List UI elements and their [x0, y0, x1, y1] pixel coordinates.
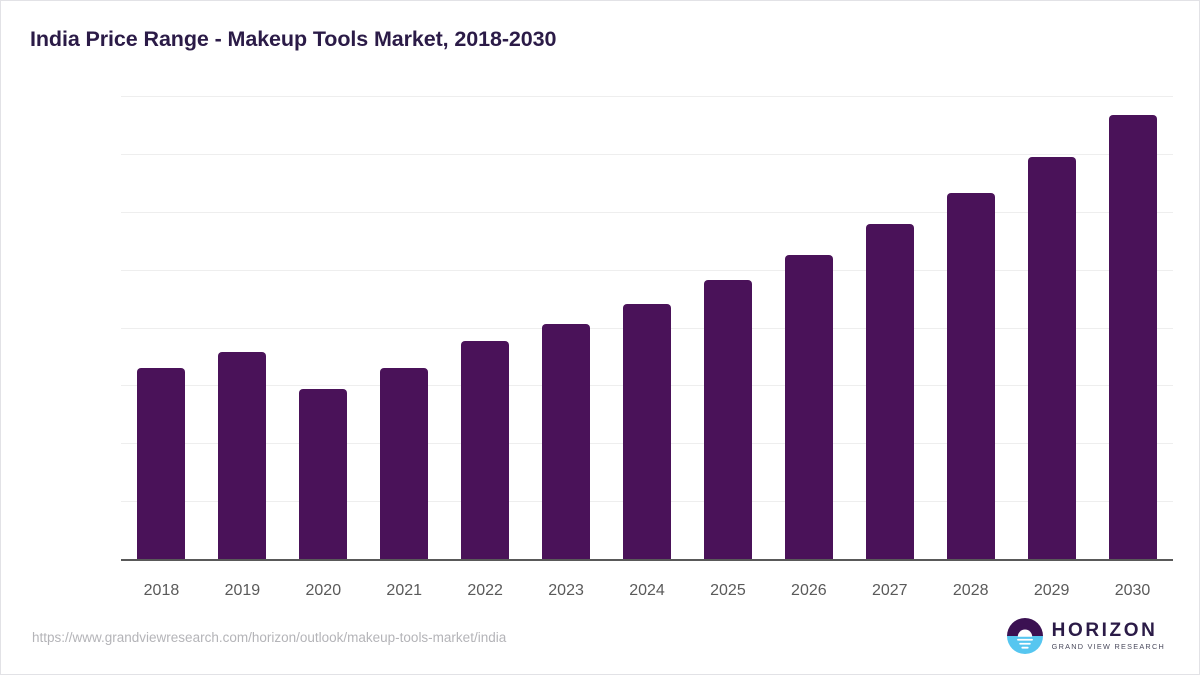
bar-column — [1011, 96, 1092, 559]
bar[interactable] — [461, 341, 510, 559]
bar[interactable] — [946, 193, 995, 559]
bar-column — [445, 96, 526, 559]
axis-baseline — [121, 559, 1173, 561]
bar-column — [526, 96, 607, 559]
gridline — [121, 211, 1173, 213]
x-axis-tick-label: 2030 — [1114, 582, 1151, 599]
bar[interactable] — [137, 368, 186, 559]
bar-column — [121, 96, 202, 559]
x-axis-tick-label: 2025 — [710, 582, 746, 599]
bar[interactable] — [784, 254, 833, 559]
bar-column — [930, 96, 1011, 559]
bar[interactable] — [622, 304, 671, 559]
x-axis-tick-label: 2026 — [791, 582, 827, 599]
bar-column — [768, 96, 849, 559]
x-axis-tick-label: 2020 — [305, 582, 342, 599]
x-axis-tick-label: 2023 — [548, 582, 584, 599]
bar-column — [202, 96, 283, 559]
gridline — [121, 269, 1173, 271]
bar[interactable] — [1108, 114, 1157, 559]
source-url[interactable]: https://www.grandviewresearch.com/horizo… — [32, 630, 507, 645]
bar[interactable] — [703, 280, 752, 559]
bar-column — [1092, 96, 1173, 559]
x-axis-tick-label: 2018 — [143, 582, 180, 599]
logo-wordmark: HORIZON — [1051, 620, 1158, 642]
x-axis-tick-label: 2027 — [871, 582, 908, 599]
bar[interactable] — [380, 368, 429, 559]
x-axis-tick-label: 2029 — [1033, 582, 1070, 599]
bar[interactable] — [542, 324, 591, 559]
bar[interactable] — [218, 351, 267, 559]
x-axis-tick-label: 2019 — [224, 582, 261, 599]
horizon-logo-icon — [1006, 618, 1043, 654]
x-axis-tick-label: 2024 — [629, 582, 665, 599]
bar-series — [121, 96, 1173, 559]
bar-column — [687, 96, 768, 559]
horizon-logo: HORIZON GRAND VIEW RESEARCH — [1006, 618, 1165, 654]
bar[interactable] — [865, 224, 914, 559]
bar-column — [849, 96, 930, 559]
logo-text: HORIZON GRAND VIEW RESEARCH — [1052, 621, 1165, 650]
bar-column — [607, 96, 688, 559]
bar-column — [283, 96, 364, 559]
bar[interactable] — [299, 388, 348, 559]
x-axis-tick-label: 2022 — [467, 582, 503, 599]
gridline — [121, 96, 1173, 97]
x-axis-tick-label: 2028 — [952, 582, 989, 599]
logo-subtitle: GRAND VIEW RESEARCH — [1051, 642, 1165, 652]
bar[interactable] — [1027, 157, 1076, 559]
bar-column — [364, 96, 445, 559]
plot-area: 050100150200250300350400 201820192020202… — [121, 96, 1173, 599]
page-title: India Price Range - Makeup Tools Market,… — [30, 27, 557, 51]
x-axis-tick-label: 2021 — [386, 582, 423, 599]
gridline — [121, 153, 1173, 155]
